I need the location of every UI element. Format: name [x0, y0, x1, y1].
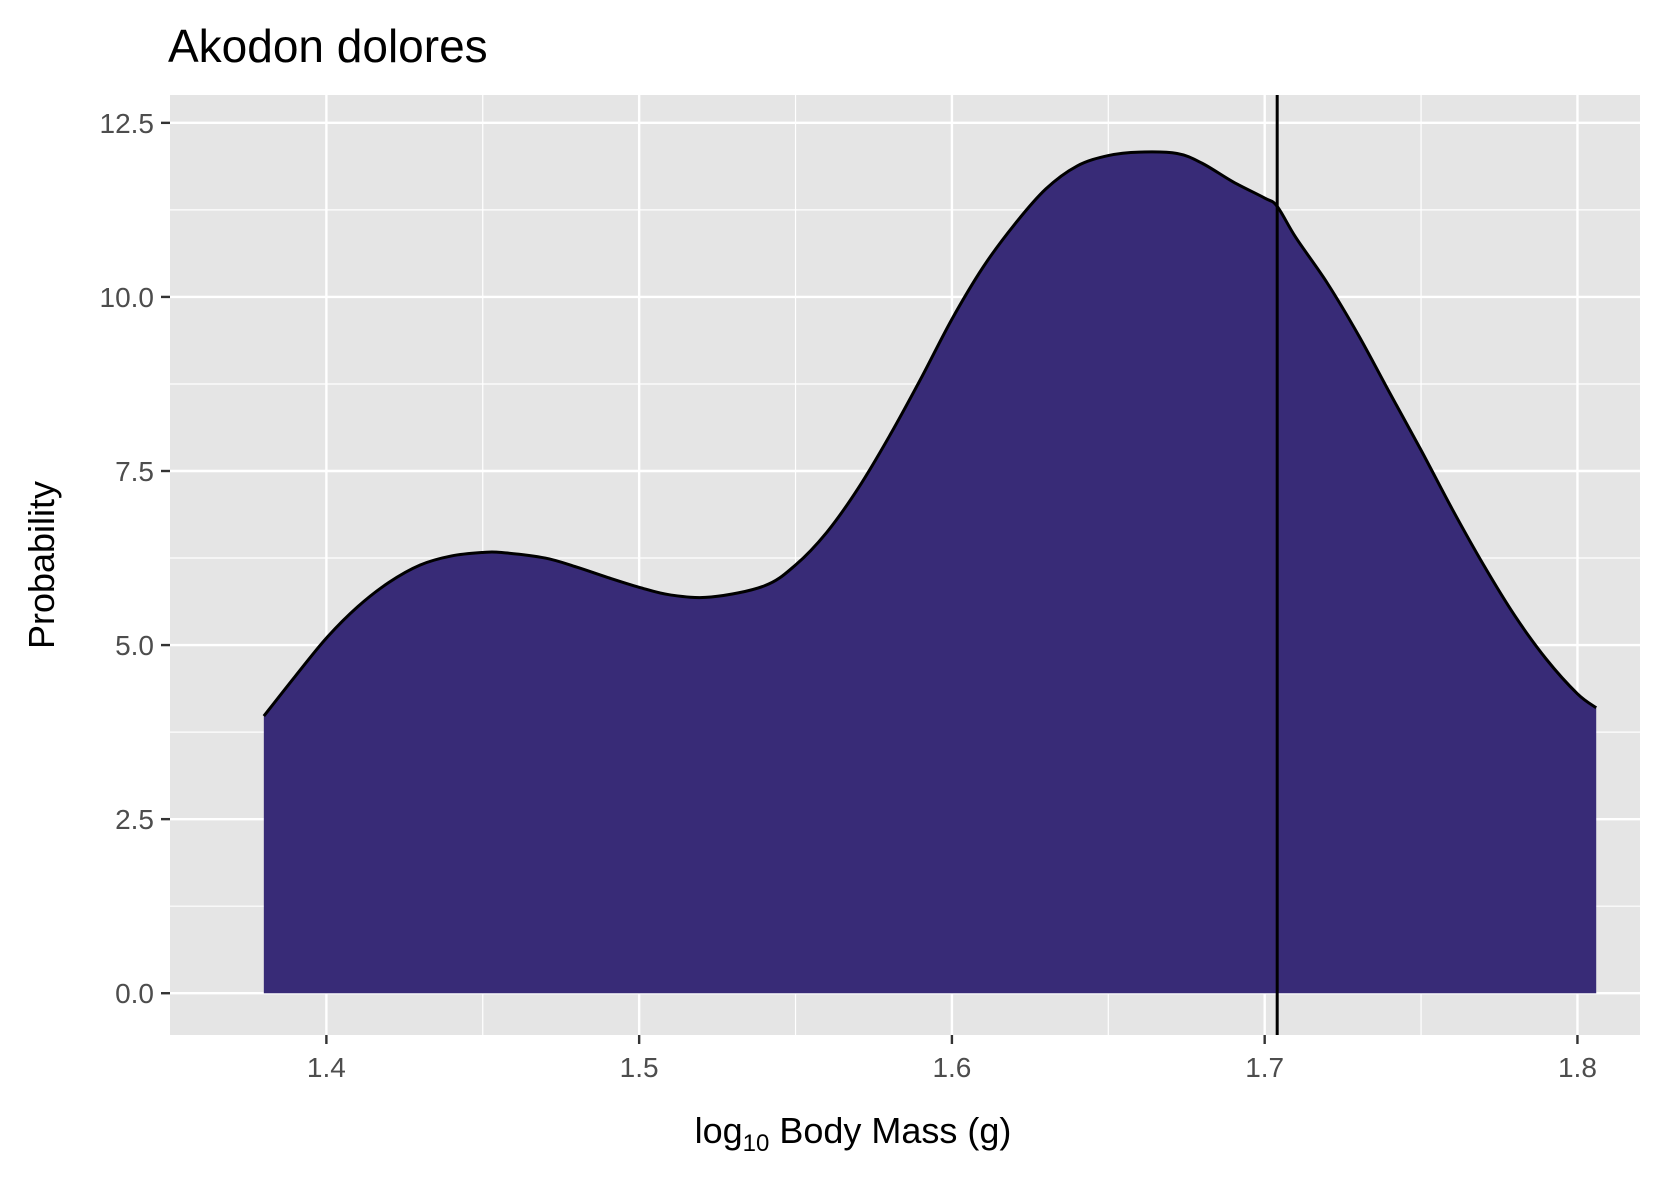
x-axis-label: log10 Body Mass (g) — [695, 1110, 1012, 1157]
x-tick-label: 1.4 — [307, 1052, 346, 1083]
x-tick-label: 1.8 — [1558, 1052, 1597, 1083]
density-outline — [262, 150, 1598, 718]
y-tick-label: 2.5 — [115, 804, 154, 835]
y-tick-label: 5.0 — [115, 630, 154, 661]
x-tick-label: 1.7 — [1245, 1052, 1284, 1083]
y-tick-label: 0.0 — [115, 978, 154, 1009]
y-tick-label: 7.5 — [115, 456, 154, 487]
density-area — [263, 151, 1597, 994]
y-axis: 0.0 2.5 5.0 7.5 10.0 12.5 — [100, 108, 170, 1009]
x-tick-label: 1.5 — [620, 1052, 659, 1083]
x-tick-label: 1.6 — [932, 1052, 971, 1083]
y-axis-label: Probability — [21, 481, 62, 649]
x-axis: 1.4 1.5 1.6 1.7 1.8 — [307, 1035, 1597, 1083]
y-tick-label: 12.5 — [100, 108, 155, 139]
chart-title: Akodon dolores — [168, 20, 488, 72]
y-tick-label: 10.0 — [100, 282, 155, 313]
